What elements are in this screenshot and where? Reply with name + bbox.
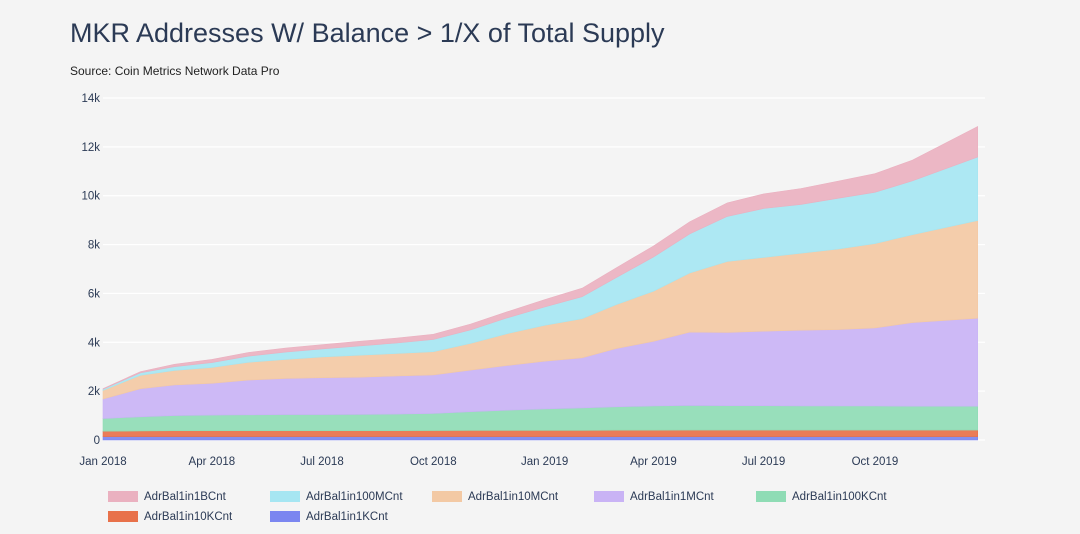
legend-swatch-AdrBal1in1MCnt [594, 491, 624, 502]
area-AdrBal1in1BCnt [102, 126, 978, 390]
x-tick-label: Jan 2019 [521, 456, 568, 468]
legend-label-AdrBal1in1MCnt: AdrBal1in1MCnt [630, 491, 715, 503]
legend-swatch-AdrBal1in10KCnt [108, 511, 138, 522]
area-AdrBal1in1KCnt [102, 436, 978, 441]
legend-label-AdrBal1in1KCnt: AdrBal1in1KCnt [306, 511, 389, 523]
legend-label-AdrBal1in10MCnt: AdrBal1in10MCnt [468, 491, 559, 503]
legend-swatch-AdrBal1in100KCnt [756, 491, 786, 502]
chart-subtitle: Source: Coin Metrics Network Data Pro [70, 64, 280, 78]
legend-label-AdrBal1in100MCnt: AdrBal1in100MCnt [306, 491, 403, 503]
legend-swatch-AdrBal1in100MCnt [270, 491, 300, 502]
chart-title: MKR Addresses W/ Balance > 1/X of Total … [70, 18, 665, 48]
legend-swatch-AdrBal1in1BCnt [108, 491, 138, 502]
x-tick-label: Oct 2018 [410, 456, 457, 468]
y-tick-label: 6k [88, 288, 100, 300]
y-tick-label: 0 [94, 435, 100, 447]
x-tick-label: Jan 2018 [79, 456, 126, 468]
legend-label-AdrBal1in1BCnt: AdrBal1in1BCnt [144, 491, 227, 503]
y-tick-label: 8k [88, 240, 100, 252]
legend: AdrBal1in1BCnt AdrBal1in100MCnt AdrBal1in1… [108, 491, 887, 523]
y-tick-label: 4k [88, 337, 100, 349]
plot-areas [102, 126, 978, 441]
y-tick-label: 14k [81, 93, 100, 105]
x-tick-label: Apr 2018 [189, 456, 236, 468]
x-tick-label: Jul 2019 [742, 456, 785, 468]
x-tick-label: Oct 2019 [852, 456, 899, 468]
area-AdrBal1in10KCnt [102, 429, 978, 437]
legend-label-AdrBal1in100KCnt: AdrBal1in100KCnt [792, 491, 887, 503]
legend-label-AdrBal1in10KCnt: AdrBal1in10KCnt [144, 511, 233, 523]
x-tick-label: Jul 2018 [300, 456, 343, 468]
axes: 0 2k 4k 6k 8k 10k 12k 14k Jan 2018 Apr 2018 Jul 20… [79, 93, 898, 468]
x-tick-label: Apr 2019 [630, 456, 677, 468]
legend-swatch-AdrBal1in1KCnt [270, 511, 300, 522]
y-tick-label: 2k [88, 386, 100, 398]
y-tick-label: 12k [81, 142, 100, 154]
legend-swatch-AdrBal1in10MCnt [432, 491, 462, 502]
y-tick-label: 10k [81, 191, 100, 203]
